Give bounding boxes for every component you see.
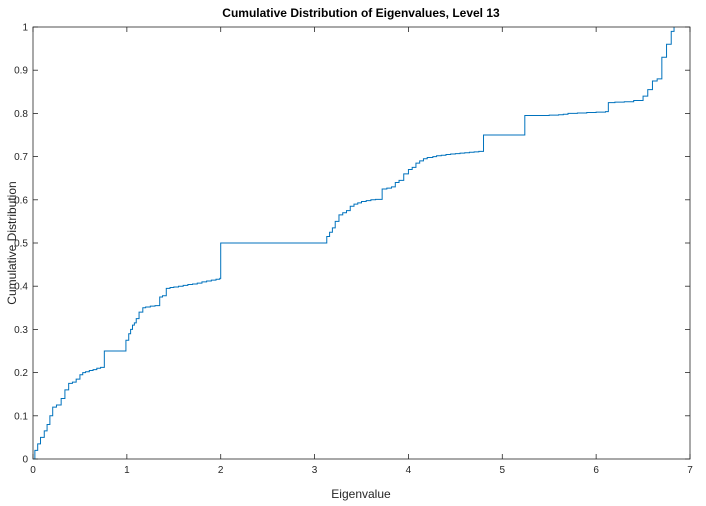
y-tick-label: 0.7 <box>14 152 28 163</box>
x-tick-label: 5 <box>500 465 506 476</box>
x-tick-label: 2 <box>218 465 224 476</box>
y-tick-label: 0.8 <box>14 109 28 120</box>
y-tick-label: 0.9 <box>14 66 28 77</box>
series-line <box>33 27 675 460</box>
y-tick-label: 0.6 <box>14 195 28 206</box>
y-tick-label: 0.3 <box>14 325 28 336</box>
x-tick-label: 1 <box>124 465 130 476</box>
tick-group: 0 1 2 3 4 5 6 7 0 0.1 0.2 0.3 0.4 0.5 0.6 0.7 0.8 0.9 1 <box>14 23 693 477</box>
y-tick-label: 1 <box>22 23 28 34</box>
x-tick-label: 3 <box>312 465 318 476</box>
x-tick-label: 6 <box>593 465 599 476</box>
plot-frame <box>32 26 691 460</box>
x-axis-label: Eigenvalue <box>331 487 391 501</box>
y-tick-label: 0.4 <box>14 282 28 293</box>
chart-title: Cumulative Distribution of Eigenvalues, … <box>222 6 500 20</box>
plot-area <box>33 27 690 459</box>
x-tick-label: 0 <box>30 465 36 476</box>
y-tick-label: 0.5 <box>14 239 28 250</box>
y-tick-label: 0 <box>22 455 28 466</box>
x-tick-label: 4 <box>406 465 412 476</box>
y-tick-label: 0.1 <box>14 411 28 422</box>
y-tick-label: 0.2 <box>14 368 28 379</box>
x-tick-label: 7 <box>687 465 693 476</box>
y-axis-label: Cumulative Distribution <box>5 181 19 304</box>
